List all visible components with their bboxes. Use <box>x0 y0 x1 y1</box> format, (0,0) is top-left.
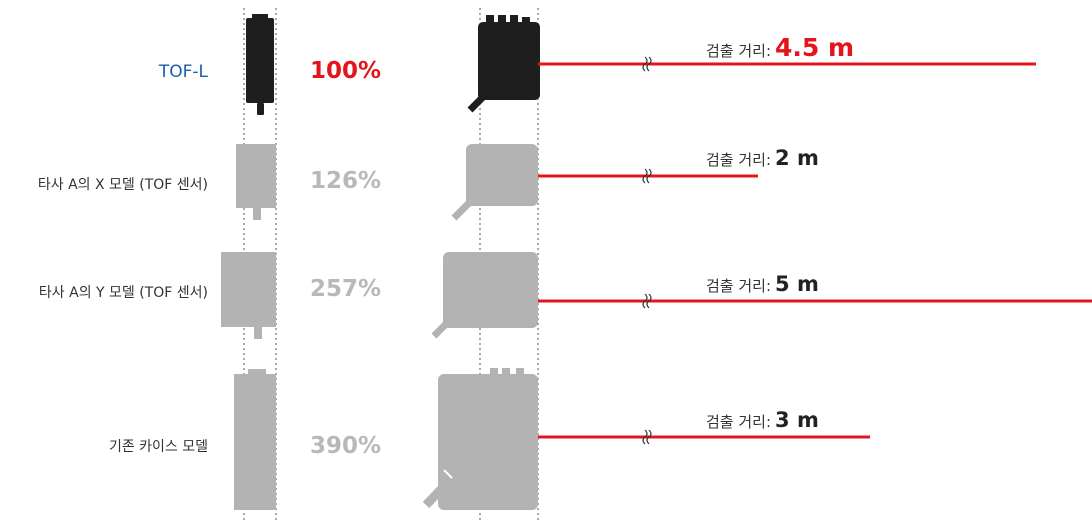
model-name-x: 타사 A의 X 모델 (TOF 센서) <box>37 177 208 193</box>
distance-label: 검출 거리: <box>706 277 772 295</box>
x-model-front-sensor <box>236 144 276 220</box>
model-name-tofl: TOF-L <box>158 62 208 82</box>
detection-distance-x: 검출 거리: 2 m <box>706 146 819 170</box>
detection-distance-existing: 검출 거리: 3 m <box>706 408 819 432</box>
detection-distance-y: 검출 거리: 5 m <box>706 272 819 296</box>
tofl-front-sensor <box>246 14 274 115</box>
model-name-y: 타사 A의 Y 모델 (TOF 센서) <box>38 285 208 301</box>
size-percent-existing: 390% <box>310 433 382 459</box>
size-percent-y: 257% <box>310 276 382 302</box>
model-name-existing: 기존 카이스 모델 <box>108 439 208 455</box>
existing-model-front-sensor <box>234 369 276 510</box>
distance-value: 4.5 m <box>775 33 855 62</box>
distance-value: 5 m <box>775 272 819 296</box>
range-line-y-model <box>538 293 1092 309</box>
existing-model-side-sensor <box>422 368 538 510</box>
distance-label: 검출 거리: <box>706 42 772 60</box>
distance-label: 검출 거리: <box>706 151 772 169</box>
range-line-x-model <box>538 168 758 184</box>
range-line-tofl <box>538 56 1036 72</box>
distance-value: 3 m <box>775 408 819 432</box>
size-percent-x: 126% <box>310 168 382 194</box>
distance-value: 2 m <box>775 146 819 170</box>
detection-distance-tofl: 검출 거리: 4.5 m <box>706 33 854 62</box>
y-model-side-sensor <box>431 252 538 339</box>
size-percent-tofl: 100% <box>310 58 382 84</box>
range-line-existing-model <box>538 429 870 445</box>
y-model-front-sensor <box>221 252 276 339</box>
x-model-side-sensor <box>451 144 538 221</box>
distance-label: 검출 거리: <box>706 413 772 431</box>
tofl-side-sensor <box>467 15 540 113</box>
